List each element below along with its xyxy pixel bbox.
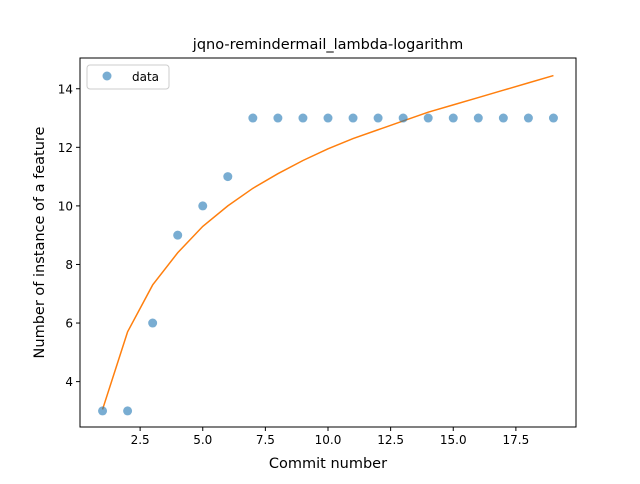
x-tick-label: 5.0 [193, 433, 212, 447]
legend-label-data: data [132, 70, 159, 84]
data-point [273, 113, 283, 123]
x-tick-label: 15.0 [440, 433, 467, 447]
data-point [148, 318, 158, 328]
data-point [398, 113, 408, 123]
data-point [523, 113, 533, 123]
chart-title: jqno-remindermail_lambda-logarithm [192, 37, 463, 53]
data-point [548, 113, 558, 123]
x-axis: 2.5 5.0 7.5 10.0 12.5 15.0 17.5 [131, 427, 530, 447]
x-axis-label: Commit number [269, 456, 387, 472]
legend-box [86, 64, 170, 90]
x-tick-label: 10.0 [315, 433, 342, 447]
data-point [323, 113, 333, 123]
x-tick-label: 12.5 [377, 433, 404, 447]
x-tick-label: 2.5 [131, 433, 150, 447]
y-tick-label: 6 [65, 317, 73, 331]
x-tick-label: 7.5 [256, 433, 275, 447]
data-point [473, 113, 483, 123]
data-point [373, 113, 383, 123]
y-tick-label: 8 [65, 258, 73, 272]
data-point [223, 172, 233, 182]
data-point [298, 113, 308, 123]
y-tick-label: 4 [65, 375, 73, 389]
data-point [248, 113, 258, 123]
plot-area [98, 74, 558, 416]
data-point [198, 201, 208, 211]
data-point [123, 406, 133, 416]
data-point [173, 230, 183, 240]
fit-line [101, 74, 554, 410]
data-point [498, 113, 508, 123]
y-tick-label: 14 [58, 82, 73, 96]
y-axis-label: Number of instance of a feature [32, 126, 48, 358]
y-tick-label: 12 [58, 141, 73, 155]
x-tick-label: 17.5 [503, 433, 530, 447]
legend: data [86, 64, 170, 90]
legend-marker-data [102, 71, 112, 81]
data-point [348, 113, 358, 123]
y-tick-label: 10 [58, 199, 73, 213]
data-point [423, 113, 433, 123]
data-point [98, 406, 108, 416]
data-point [448, 113, 458, 123]
y-axis: 4 6 8 10 12 14 [58, 82, 80, 389]
